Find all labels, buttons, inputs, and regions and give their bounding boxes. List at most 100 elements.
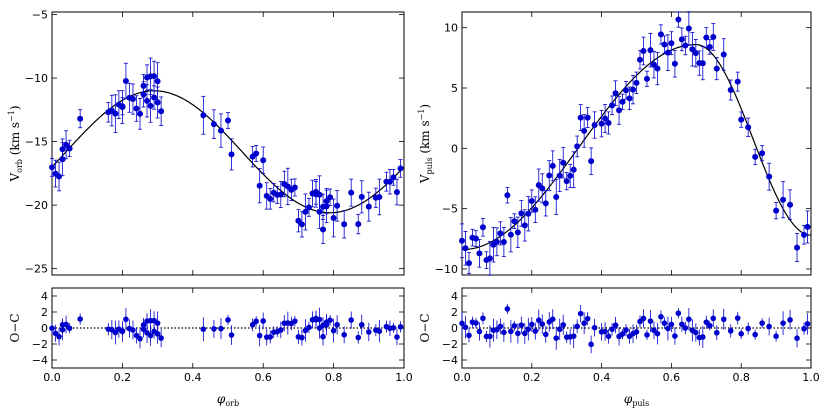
x-tick-label: 0.4 xyxy=(184,371,202,384)
residual-point xyxy=(130,327,136,333)
y-tick-label: −15 xyxy=(25,136,48,149)
data-point xyxy=(154,78,161,85)
residual-point xyxy=(713,329,720,336)
data-point xyxy=(514,229,521,236)
x-tick-label: 1.0 xyxy=(802,371,820,384)
data-point xyxy=(734,78,741,85)
x-tick-label: 0.8 xyxy=(732,371,750,384)
residual-axis-label: O−C xyxy=(418,313,432,342)
residual-point xyxy=(633,329,640,335)
y-tick-label: −10 xyxy=(435,263,458,276)
data-point xyxy=(476,250,483,257)
residual-point xyxy=(154,320,161,326)
data-point xyxy=(486,255,493,262)
data-point xyxy=(56,173,63,180)
data-point xyxy=(129,96,136,103)
data-point xyxy=(147,102,154,109)
data-point xyxy=(472,235,479,242)
residual-point xyxy=(249,321,256,328)
residual-point xyxy=(570,333,577,339)
data-point xyxy=(500,238,507,245)
data-point xyxy=(277,191,284,198)
residual-point xyxy=(348,317,355,323)
data-point xyxy=(752,153,759,160)
data-point xyxy=(122,77,129,84)
residual-point xyxy=(602,328,608,335)
residual-point xyxy=(651,327,657,334)
residual-point xyxy=(553,335,560,341)
data-point xyxy=(588,158,595,165)
residual-point xyxy=(658,313,664,320)
data-point xyxy=(685,25,692,32)
data-point xyxy=(710,33,717,40)
residual-point xyxy=(306,324,312,331)
data-point xyxy=(217,127,224,134)
residual-point xyxy=(320,333,326,340)
data-point xyxy=(703,34,710,41)
residual-point xyxy=(609,326,615,333)
data-point xyxy=(253,150,260,157)
y-tick-label: −10 xyxy=(25,72,48,85)
residual-point xyxy=(200,326,207,333)
data-point xyxy=(801,231,808,238)
data-point xyxy=(591,122,598,129)
residual-point xyxy=(794,335,800,342)
residual-point xyxy=(63,321,69,328)
velocity-axis-label: Vorb (km s−1) xyxy=(7,105,24,182)
residual-point xyxy=(745,325,751,332)
y-tick-label: 10 xyxy=(444,22,458,35)
y-tick-label: −5 xyxy=(442,203,458,216)
residual-point xyxy=(218,325,224,332)
data-point xyxy=(518,210,525,217)
residual-point xyxy=(542,331,549,338)
data-point xyxy=(334,202,341,209)
data-point xyxy=(355,221,362,228)
phase-axis-label: φorb xyxy=(217,392,239,408)
data-point xyxy=(341,221,348,228)
velocity-axis-label: Vpuls (km s−1) xyxy=(417,104,434,184)
residual-point xyxy=(668,321,675,328)
residual-point xyxy=(494,326,500,333)
data-point xyxy=(228,151,235,158)
data-point xyxy=(794,244,801,251)
data-point xyxy=(626,95,633,102)
residual-point xyxy=(253,318,259,325)
residual-point xyxy=(394,334,400,340)
residual-point xyxy=(330,327,337,334)
y-tick-label: 2 xyxy=(451,306,458,319)
y-tick-label: −20 xyxy=(25,199,48,212)
x-tick-label: 1.0 xyxy=(395,371,413,384)
residual-point xyxy=(532,328,539,334)
residual-point xyxy=(267,334,274,340)
data-point xyxy=(112,110,119,117)
residual-point xyxy=(752,331,758,338)
residual-point xyxy=(734,315,741,321)
residual-point xyxy=(341,331,347,338)
data-point xyxy=(636,56,643,63)
x-tick-label: 0.0 xyxy=(453,371,471,384)
residual-point xyxy=(476,328,483,335)
residual-point xyxy=(228,332,235,338)
data-point xyxy=(133,105,140,112)
residual-point xyxy=(66,325,73,332)
residual-point xyxy=(366,329,372,335)
data-point xyxy=(462,245,469,252)
residual-point xyxy=(518,322,525,328)
data-point xyxy=(365,203,372,210)
residual-point xyxy=(119,328,126,334)
data-point xyxy=(759,150,766,157)
data-point xyxy=(323,198,330,205)
residual-point xyxy=(710,315,717,322)
residual-point xyxy=(727,328,734,334)
data-point xyxy=(692,50,699,57)
residual-point xyxy=(334,321,340,328)
data-point xyxy=(225,117,231,124)
data-point xyxy=(654,65,661,72)
data-point xyxy=(727,87,734,94)
residual-point xyxy=(327,317,333,323)
data-point xyxy=(397,165,404,172)
data-point xyxy=(661,41,668,48)
data-point xyxy=(713,65,720,72)
data-point xyxy=(504,192,511,199)
